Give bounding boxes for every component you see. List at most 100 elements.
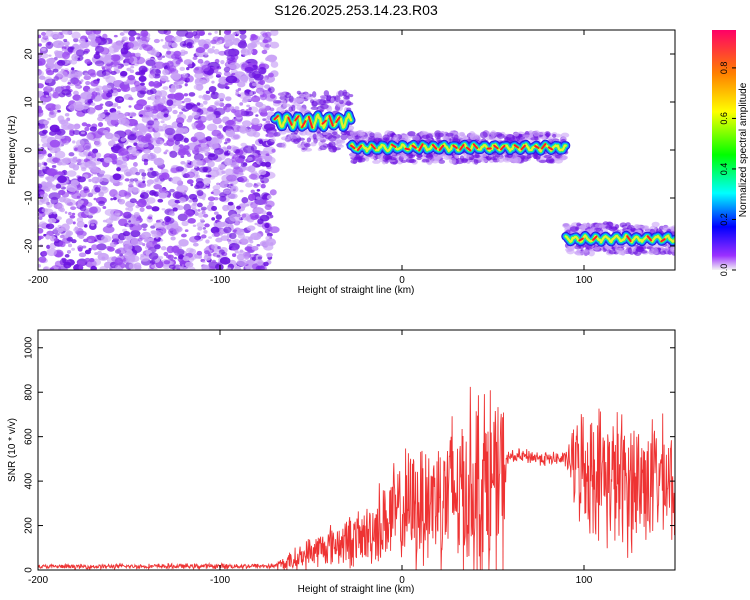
noise-blob [180,155,185,158]
noise-blob [55,183,62,189]
noise-blob [209,141,219,150]
noise-blob [178,111,184,115]
noise-blob [268,143,273,146]
noise-blob [38,52,42,59]
noise-blob [241,197,249,204]
trace-halo-blob [284,92,292,99]
noise-blob [143,238,150,243]
noise-blob [217,92,226,100]
noise-blob [215,71,222,76]
noise-blob [93,53,101,60]
noise-blob [148,144,153,148]
trace-halo-blob [293,101,301,106]
snr-y-label: SNR (10 * v/v) [7,418,18,482]
noise-blob [126,224,130,228]
noise-blob [169,150,178,159]
noise-blob [258,139,264,144]
noise-blob [113,102,119,107]
noise-blob [151,138,164,147]
noise-blob [182,255,190,262]
noise-blob [219,181,228,188]
noise-blob [196,190,204,197]
noise-blob [269,94,276,99]
trace-peak [350,144,356,150]
noise-blob [94,186,101,193]
noise-blob [236,228,245,236]
trace-halo-blob [539,131,547,135]
spectrogram-y-label: Frequency (Hz) [7,116,18,185]
noise-blob [117,66,122,70]
noise-blob [135,139,140,142]
noise-blob [49,139,61,148]
trace-halo-blob [311,91,317,98]
noise-blob [201,211,206,214]
noise-blob [78,252,87,258]
noise-blob [210,39,217,45]
noise-blob [84,249,91,255]
noise-blob [166,99,174,107]
noise-blob [246,128,257,137]
noise-blob [177,104,184,110]
trace-halo-blob [458,131,465,137]
trace-halo-blob [425,159,430,163]
noise-blob [61,48,65,52]
noise-blob [196,232,201,236]
noise-blob [130,230,141,238]
noise-blob [161,55,166,58]
noise-blob [239,249,244,253]
noise-blob [183,59,193,66]
noise-blob [208,266,216,270]
trace-peak [370,143,376,150]
noise-blob [90,80,99,87]
trace-halo-blob [369,132,375,138]
noise-blob [186,247,194,254]
noise-blob [191,111,200,119]
trace-peak [287,116,293,126]
noise-blob [112,234,117,239]
noise-blob [261,199,268,205]
noise-blob [223,30,232,35]
snr-y-tick-label: 200 [24,517,35,534]
noise-blob [178,197,186,203]
noise-blob [203,43,210,50]
noise-blob [172,109,178,115]
noise-blob [223,71,231,77]
trace-halo-blob [322,132,329,136]
trace-halo-blob [532,152,538,160]
noise-blob [180,160,186,165]
noise-blob [94,140,102,147]
noise-blob [56,216,62,221]
trace-halo-blob [416,157,422,161]
noise-blob [223,33,235,42]
trace-peak [431,143,438,150]
noise-blob [232,32,237,36]
noise-blob [47,117,51,121]
trace-peak [321,119,327,125]
noise-blob [258,103,267,110]
noise-blob [95,51,100,55]
noise-blob [268,72,274,78]
trace-peak [646,235,653,242]
noise-blob [103,85,112,91]
noise-blob [39,191,45,195]
trace-halo-blob [663,225,670,230]
trace-halo-blob [479,131,488,139]
noise-blob [142,243,146,247]
noise-blob [255,265,265,270]
noise-blob [84,72,89,77]
noise-blob [145,59,156,67]
trace-peak [578,237,584,242]
noise-blob [183,209,194,218]
noise-blob [67,46,74,53]
trace-peak [335,116,341,124]
noise-blob [94,239,98,242]
noise-blob [63,261,72,269]
noise-blob [229,232,237,240]
noise-blob [211,259,216,264]
noise-blob [258,66,267,75]
noise-blob [63,40,70,47]
noise-blob [153,120,160,126]
noise-blob [202,177,211,186]
noise-blob [72,221,76,225]
